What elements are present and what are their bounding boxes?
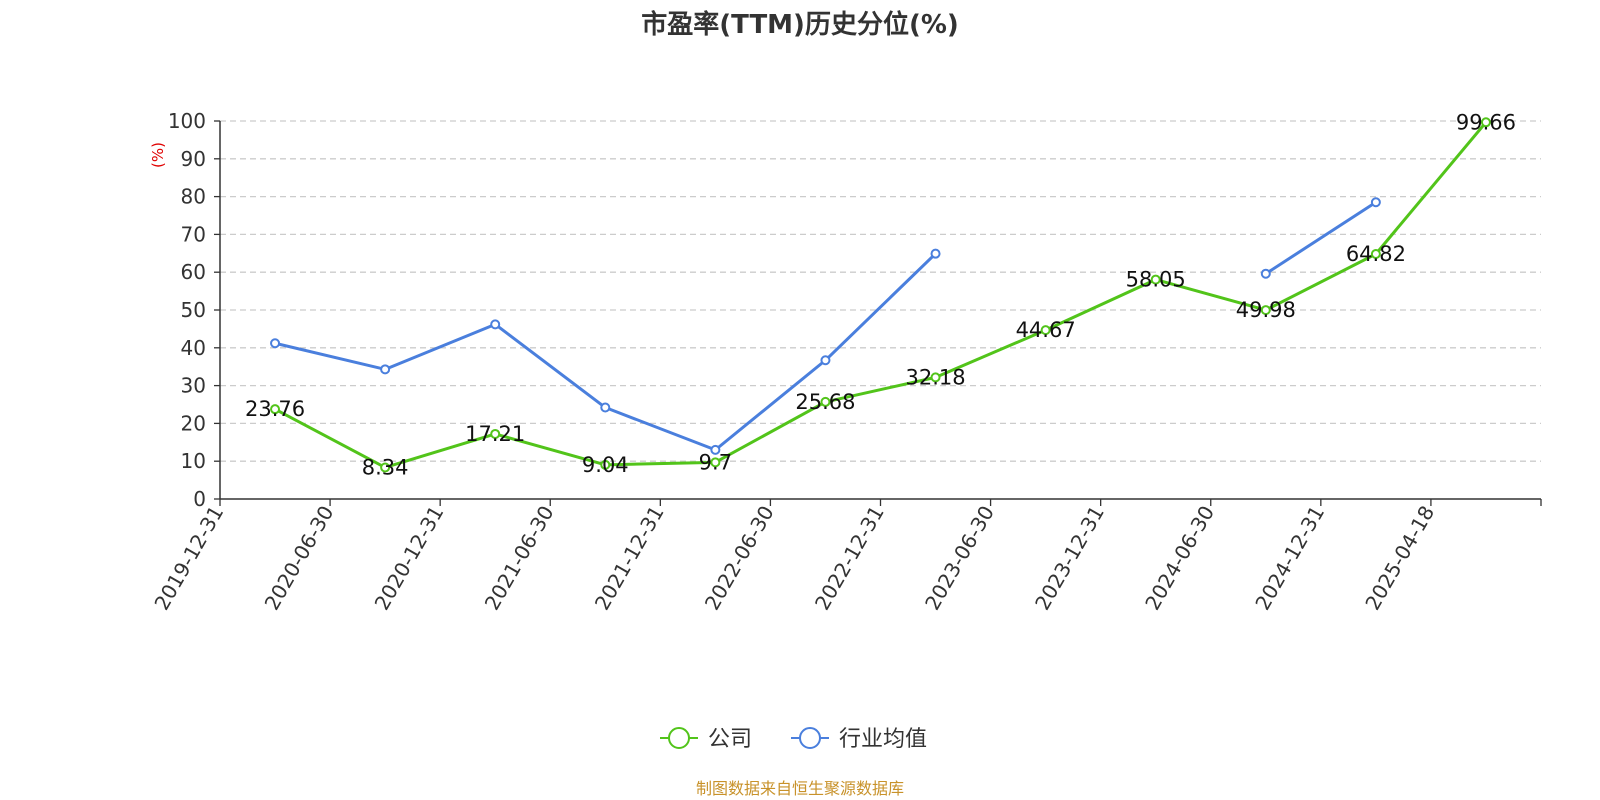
data-point (820, 355, 831, 366)
legend[interactable]: 公司 行业均值 (660, 727, 927, 752)
x-tick-label: 2019-12-31 (149, 502, 228, 615)
data-label: 25.68 (795, 390, 855, 414)
data-point (600, 459, 611, 470)
x-tick-label: 2025-04-18 (1360, 502, 1439, 615)
series (270, 117, 1491, 473)
data-point (270, 404, 281, 415)
series-line (274, 252, 937, 452)
legend-label: 行业均值 (839, 727, 927, 752)
x-tick-label: 2024-06-30 (1140, 502, 1219, 615)
chart-title: 市盈率(TTM)历史分位(%) (641, 9, 959, 40)
series-1 (270, 117, 1491, 473)
y-tick-label: 70 (181, 222, 206, 246)
data-label: 9.04 (582, 453, 629, 477)
y-tick-label: 100 (168, 109, 206, 133)
x-tick-label: 2020-12-31 (370, 502, 449, 615)
data-point (270, 338, 281, 349)
data-labels: 23.76 8.34 17.21 9.04 9.7 25.68 32.18 44.67 58.0… (245, 110, 1516, 479)
data-label: 32.18 (905, 365, 965, 389)
data-label: 23.76 (245, 397, 305, 421)
legend-item-1[interactable]: 公司 (660, 727, 752, 752)
x-tick-label: 2022-12-31 (810, 502, 889, 615)
data-point (490, 428, 501, 439)
data-point (820, 396, 831, 407)
data-point (1370, 248, 1381, 259)
x-tick-label: 2023-06-30 (920, 502, 999, 615)
data-point (1260, 305, 1271, 316)
data-label: 44.67 (1016, 318, 1076, 342)
y-tick-label: 80 (181, 185, 206, 209)
data-point (930, 248, 941, 259)
data-point (930, 372, 941, 383)
series-line (274, 121, 1488, 469)
y-tick-label: 60 (181, 260, 206, 284)
data-point (380, 364, 391, 375)
y-tick-label: 10 (181, 449, 206, 473)
data-source-note: 制图数据来自恒生聚源数据库 (696, 779, 904, 798)
x-tick-label: 2022-06-30 (700, 502, 779, 615)
y-tick-label: 50 (181, 298, 206, 322)
x-tick-label: 2020-06-30 (260, 502, 339, 615)
grid (220, 120, 1541, 462)
data-label: 58.05 (1126, 268, 1186, 292)
x-tick-label: 2024-12-31 (1250, 502, 1329, 615)
data-point (1150, 274, 1161, 285)
data-label: 8.34 (362, 455, 409, 479)
legend-label: 公司 (708, 727, 752, 752)
data-point (1260, 268, 1271, 279)
y-tick-label: 30 (181, 374, 206, 398)
data-label: 64.82 (1346, 242, 1406, 266)
data-point (710, 457, 721, 468)
y-tick-label: 90 (181, 147, 206, 171)
legend-marker-icon (668, 727, 690, 749)
data-point (1370, 197, 1381, 208)
y-tick-label: 40 (181, 336, 206, 360)
data-point (1480, 117, 1491, 128)
series-line (1264, 201, 1377, 275)
data-label: 17.21 (465, 422, 525, 446)
x-tick-label: 2023-12-31 (1030, 502, 1109, 615)
x-tick-label: 2021-06-30 (480, 502, 559, 615)
data-label: 99.66 (1456, 110, 1516, 134)
y-axis-unit: (%) (149, 142, 167, 168)
legend-marker-icon (799, 727, 821, 749)
x-tick-label: 2021-12-31 (590, 502, 669, 615)
data-point (380, 462, 391, 473)
data-point (1040, 325, 1051, 336)
series-2 (270, 197, 1381, 455)
data-point (710, 444, 721, 455)
y-tick-label: 20 (181, 411, 206, 435)
data-point (490, 319, 501, 330)
data-label: 9.7 (699, 450, 732, 474)
data-point (600, 402, 611, 413)
y-tick-label: 0 (193, 487, 206, 511)
data-label: 49.98 (1236, 298, 1296, 322)
legend-item-2[interactable]: 行业均值 (791, 727, 927, 752)
